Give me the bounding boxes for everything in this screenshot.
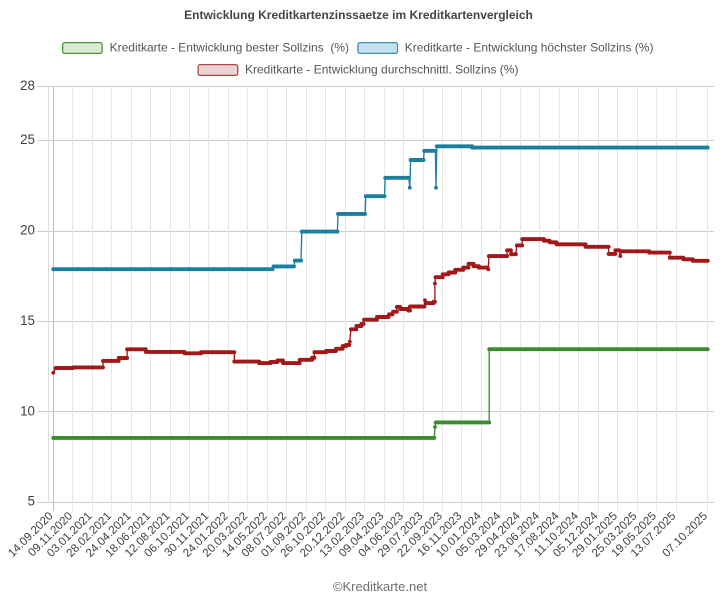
- svg-text:Entwicklung Kreditkartenzinssa: Entwicklung Kreditkartenzinssaetze im Kr…: [184, 8, 533, 22]
- svg-text:15: 15: [20, 313, 35, 328]
- svg-text:25: 25: [20, 132, 35, 147]
- svg-text:5: 5: [28, 494, 35, 509]
- svg-text:10: 10: [20, 403, 35, 418]
- svg-text:Kreditkarte - Entwicklung höch: Kreditkarte - Entwicklung höchster Sollz…: [405, 40, 654, 54]
- svg-text:Kreditkarte - Entwicklung best: Kreditkarte - Entwicklung bester Sollzin…: [110, 40, 349, 54]
- svg-text:20: 20: [20, 223, 35, 238]
- svg-text:Kreditkarte - Entwicklung durc: Kreditkarte - Entwicklung durchschnittl.…: [245, 63, 518, 77]
- svg-text:28: 28: [20, 78, 35, 93]
- svg-text:©Kreditkarte.net: ©Kreditkarte.net: [333, 579, 428, 594]
